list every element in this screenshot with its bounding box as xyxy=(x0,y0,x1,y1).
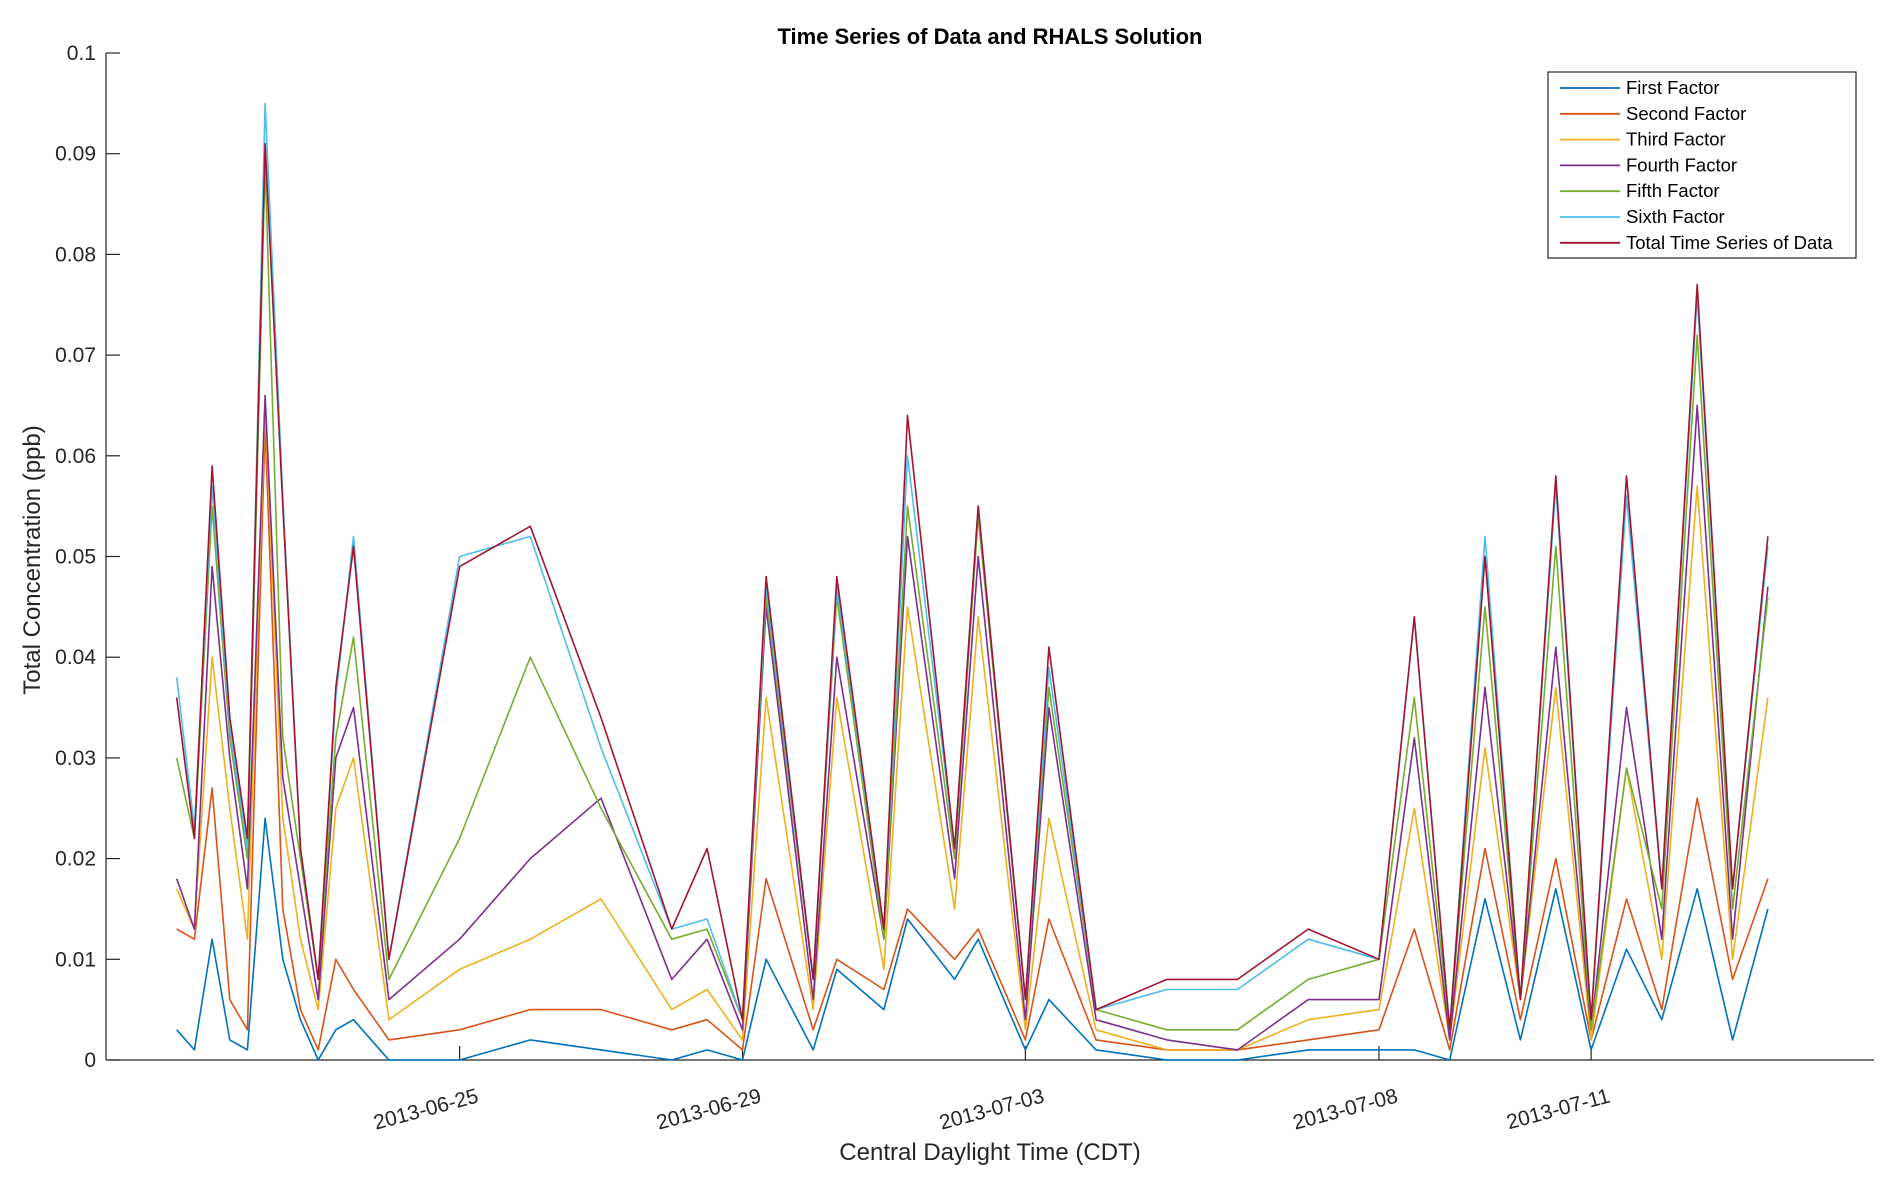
y-tick-label: 0.06 xyxy=(55,445,96,468)
series-line-1 xyxy=(176,817,1769,1061)
y-ticks: 0 0.01 0.02 0.03 0.04 0.05 0.06 0.07 0.08 0.09 0.1 xyxy=(55,42,120,1072)
legend-label: First Factor xyxy=(1626,77,1720,98)
series-line-7 xyxy=(175,142,1769,1031)
legend-label: Second Factor xyxy=(1626,103,1746,124)
y-tick-label: 0.07 xyxy=(55,344,96,367)
y-tick-label: 0.08 xyxy=(55,243,96,266)
legend-items: First Factor Second Factor Third Factor Fou… xyxy=(1560,77,1833,253)
legend-label: Fourth Factor xyxy=(1626,154,1737,175)
y-tick-label: 0 xyxy=(84,1049,96,1072)
x-axis-label: Central Daylight Time (CDT) xyxy=(839,1139,1140,1166)
legend-label: Sixth Factor xyxy=(1626,206,1725,227)
legend: First Factor Second Factor Third Factor Fou… xyxy=(1547,71,1857,259)
y-tick-label: 0.02 xyxy=(55,848,96,871)
chart-title: Time Series of Data and RHALS Solution xyxy=(778,24,1203,49)
y-tick-label: 0.03 xyxy=(55,747,96,770)
y-tick-label: 0.05 xyxy=(55,546,96,569)
y-axis-label: Total Concentration (ppb) xyxy=(19,425,46,694)
series-lines xyxy=(175,102,1769,1061)
legend-label: Third Factor xyxy=(1626,129,1726,150)
y-tick-label: 0.09 xyxy=(55,143,96,166)
series-line-2 xyxy=(176,424,1769,1051)
y-tick-label: 0.04 xyxy=(55,646,96,669)
y-tick-label: 0.1 xyxy=(67,42,96,65)
y-tick-label: 0.01 xyxy=(55,948,96,971)
legend-label: Fifth Factor xyxy=(1626,180,1720,201)
legend-label: Total Time Series of Data xyxy=(1626,232,1833,253)
